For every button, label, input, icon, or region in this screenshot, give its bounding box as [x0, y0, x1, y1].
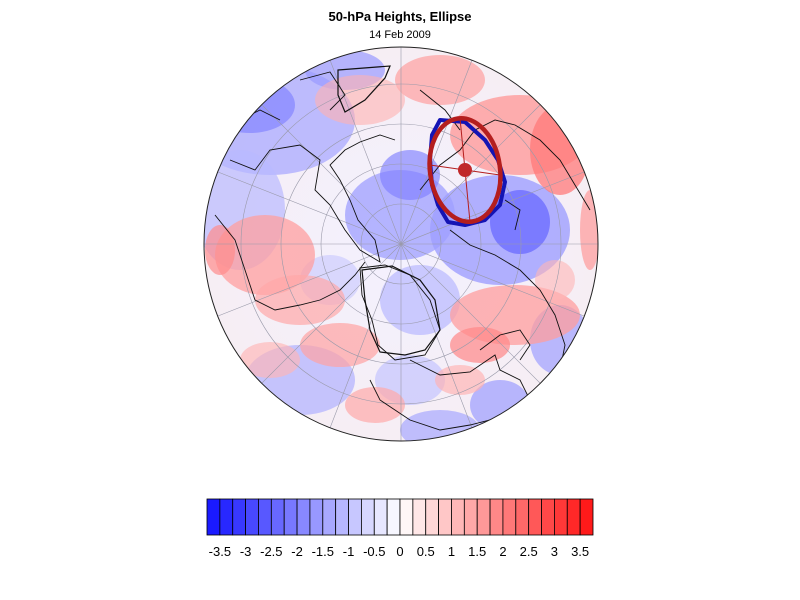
colorbar-box — [554, 498, 568, 536]
colorbar-tick-label: -2 — [291, 544, 303, 559]
map-title: 50-hPa Heights, Ellipse — [328, 9, 472, 24]
colorbar-box — [412, 498, 427, 536]
colorbar-tick-label: 3 — [551, 544, 558, 559]
colorbar-box — [258, 498, 272, 536]
colorbar-tick-label: -1 — [343, 544, 355, 559]
colorbar-tick-label: 1 — [448, 544, 455, 559]
colorbar-box — [270, 498, 285, 536]
polar-stereographic-map — [203, 46, 599, 442]
colorbar-box — [489, 498, 504, 536]
colorbar-boxes — [206, 498, 594, 536]
colorbar-box — [232, 498, 246, 536]
colorbar-box — [399, 498, 414, 536]
colorbar-box — [322, 498, 337, 536]
colorbar-tick-label: 2.5 — [520, 544, 538, 559]
colorbar-tick-label: 0 — [396, 544, 403, 559]
colorbar-tick-label: -0.5 — [363, 544, 385, 559]
colorbar-box — [373, 498, 388, 536]
colorbar-box — [283, 498, 298, 536]
colorbar-box — [206, 498, 221, 536]
colorbar-box — [245, 498, 259, 536]
colorbar-box — [335, 498, 349, 536]
colorbar-box — [451, 498, 465, 536]
colorbar-box — [386, 498, 401, 536]
reference-contour-south — [361, 265, 441, 356]
colorbar-box — [296, 498, 311, 536]
colorbar-box — [309, 498, 324, 536]
colorbar-box — [438, 498, 452, 536]
colorbar-tick-label: 0.5 — [417, 544, 435, 559]
colorbar-box — [515, 498, 530, 536]
colorbar-tick-labels: -3.5 -3 -2.5 -2 -1.5 -1 -0.5 0 0.5 1 1.5 2 2.5 3 3.5 — [209, 544, 590, 559]
colorbar-box — [566, 498, 581, 536]
reference-contour-north — [337, 65, 391, 113]
colorbar-box — [476, 498, 491, 536]
colorbar-tick-label: -2.5 — [260, 544, 282, 559]
colorbar-box — [219, 498, 234, 536]
colorbar-tick-label: 3.5 — [571, 544, 589, 559]
colorbar-tick-label: 1.5 — [468, 544, 486, 559]
colorbar-box — [360, 498, 375, 536]
colorbar-box — [528, 498, 542, 536]
map-disc-outline — [203, 46, 599, 442]
graticule — [204, 47, 598, 441]
colorbar-box — [541, 498, 555, 536]
colorbar-tick-label: -3 — [240, 544, 252, 559]
map-subtitle-date: 14 Feb 2009 — [369, 29, 431, 41]
colorbar-box — [579, 498, 594, 536]
colorbar-tick-label: -1.5 — [312, 544, 334, 559]
ellipse-center-marker — [458, 163, 472, 177]
colorbar-tick-label: 2 — [499, 544, 506, 559]
colorbar-box — [502, 498, 517, 536]
colorbar-box — [348, 498, 362, 536]
colorbar-tick-label: -3.5 — [209, 544, 231, 559]
fitted-ellipse — [427, 116, 503, 224]
colorbar-box — [425, 498, 440, 536]
colorbar-box — [463, 498, 478, 536]
